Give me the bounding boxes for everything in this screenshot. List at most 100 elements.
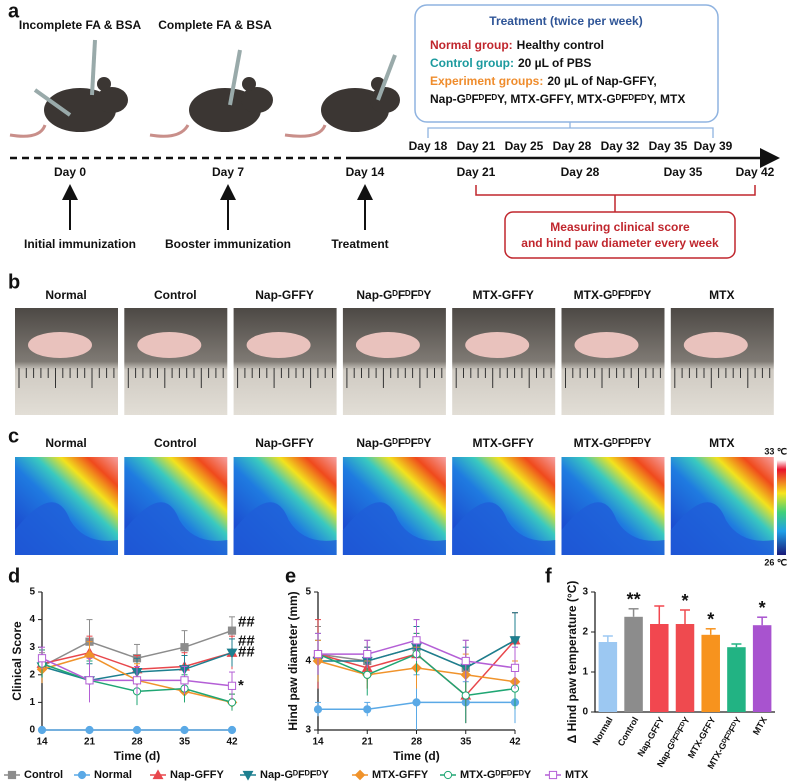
x-tick-label: 42 <box>509 737 521 748</box>
bar <box>752 625 772 712</box>
measure-note: Measuring clinical score <box>550 220 690 234</box>
point <box>363 670 372 679</box>
photo-label: Nap-GFFY <box>255 288 314 302</box>
bar <box>650 624 669 712</box>
legend-marker <box>152 769 164 780</box>
treatment-title: Treatment (twice per week) <box>489 14 642 28</box>
x-tick-label: MTX <box>751 715 769 736</box>
treatment-line: Control group: 20 µL of PBS <box>430 56 591 70</box>
point <box>461 656 470 666</box>
x-tick-label: 14 <box>36 737 48 748</box>
dosing-day: Day 39 <box>694 139 733 153</box>
point <box>180 725 189 735</box>
step-top: Complete FA & BSA <box>158 18 272 32</box>
day-label: Day 14 <box>346 165 385 179</box>
dosing-day: Day 21 <box>457 139 496 153</box>
x-tick-label: 28 <box>131 737 143 748</box>
series <box>313 619 520 689</box>
y-tick-label: 3 <box>29 642 35 653</box>
y-tick-label: 2 <box>29 669 35 680</box>
thermal-label: Normal <box>45 436 86 450</box>
step-top: Incomplete FA & BSA <box>19 18 142 32</box>
x-tick-label: 35 <box>460 737 472 748</box>
legend-item: Control <box>4 769 63 781</box>
mice <box>9 39 400 138</box>
y-tick-label: 5 <box>29 587 35 598</box>
significance: ** <box>627 590 641 610</box>
scale-label: 33 ℃ <box>764 446 787 456</box>
day-label: Day 0 <box>54 165 86 179</box>
legend-marker <box>77 770 87 780</box>
photo <box>561 308 665 415</box>
thermal-paw <box>15 502 118 555</box>
legend-label: MTX <box>565 769 589 781</box>
treatment-line: Nap-GᴰFᴰFᴰY, MTX-GFFY, MTX-GᴰFᴰFᴰY, MTX <box>430 92 685 106</box>
significance: * <box>681 591 688 611</box>
group-text: 20 µL of PBS <box>518 56 591 70</box>
x-tick-label: 21 <box>84 737 96 748</box>
photo <box>342 308 446 415</box>
y-tick-label: 4 <box>29 614 35 625</box>
x-tick-label: 35 <box>179 737 191 748</box>
significance: * <box>759 598 766 618</box>
photo <box>670 308 774 415</box>
y-axis-label: Clinical Score <box>10 621 24 701</box>
step-bottom: Booster immunization <box>165 237 291 251</box>
paw <box>465 332 530 358</box>
series <box>37 725 237 735</box>
group-label: Control group: <box>430 56 514 70</box>
y-tick-label: 0 <box>29 725 35 736</box>
photo <box>15 308 118 415</box>
group-label: Experiment groups: <box>430 74 543 88</box>
panel-label: e <box>285 565 296 587</box>
y-tick-label: 4 <box>305 656 311 667</box>
thermal-paw <box>342 502 446 555</box>
thermal-label: MTX <box>709 436 734 450</box>
point <box>227 698 237 707</box>
bar <box>624 616 643 712</box>
y-axis-label: Δ Hind paw temperature (°C) <box>565 581 579 744</box>
y-axis-label: Hind paw diameter (mm) <box>286 591 300 730</box>
point <box>227 681 237 690</box>
dosing-day: Day 28 <box>553 139 592 153</box>
annotation: ## <box>238 633 255 650</box>
point <box>180 643 189 652</box>
measure-day: Day 35 <box>664 165 703 179</box>
photo <box>124 308 228 415</box>
photo-label: Control <box>154 288 197 302</box>
x-tick-label: 28 <box>411 737 423 748</box>
thermal-paw <box>452 502 556 555</box>
annotation: ## <box>238 613 255 630</box>
legend-label: MTX-GFFY <box>372 769 429 781</box>
point <box>226 648 238 659</box>
y-tick-label: 5 <box>305 587 311 598</box>
point <box>37 654 47 663</box>
point <box>132 725 142 735</box>
legend-label: MTX-GᴰFᴰFᴰY <box>460 769 532 781</box>
treatment-line: Experiment groups: 20 µL of Nap-GFFY, <box>430 74 657 88</box>
point <box>227 626 237 635</box>
bracket <box>427 122 714 138</box>
photo-label: MTX-GFFY <box>473 288 534 302</box>
bracket <box>475 185 756 212</box>
point <box>509 636 521 646</box>
thermal-paw <box>124 502 228 555</box>
y-tick-label: 0 <box>582 707 588 718</box>
panel-label: c <box>8 425 19 447</box>
bar <box>675 624 695 712</box>
step-bottom: Treatment <box>331 237 388 251</box>
legend-label: Control <box>24 769 63 781</box>
y-tick-label: 3 <box>305 725 311 736</box>
y-tick-label: 1 <box>29 697 35 708</box>
treatment-box <box>414 4 719 123</box>
legend-marker <box>242 770 254 781</box>
legend-label: Nap-GᴰFᴰFᴰY <box>260 769 329 781</box>
point <box>85 725 94 735</box>
arrows <box>62 184 373 230</box>
paw <box>574 332 639 358</box>
dosing-day: Day 18 <box>409 139 448 153</box>
dosing-day: Day 35 <box>649 139 688 153</box>
group-text: 20 µL of Nap-GFFY, <box>547 74 656 88</box>
bar <box>727 647 746 712</box>
